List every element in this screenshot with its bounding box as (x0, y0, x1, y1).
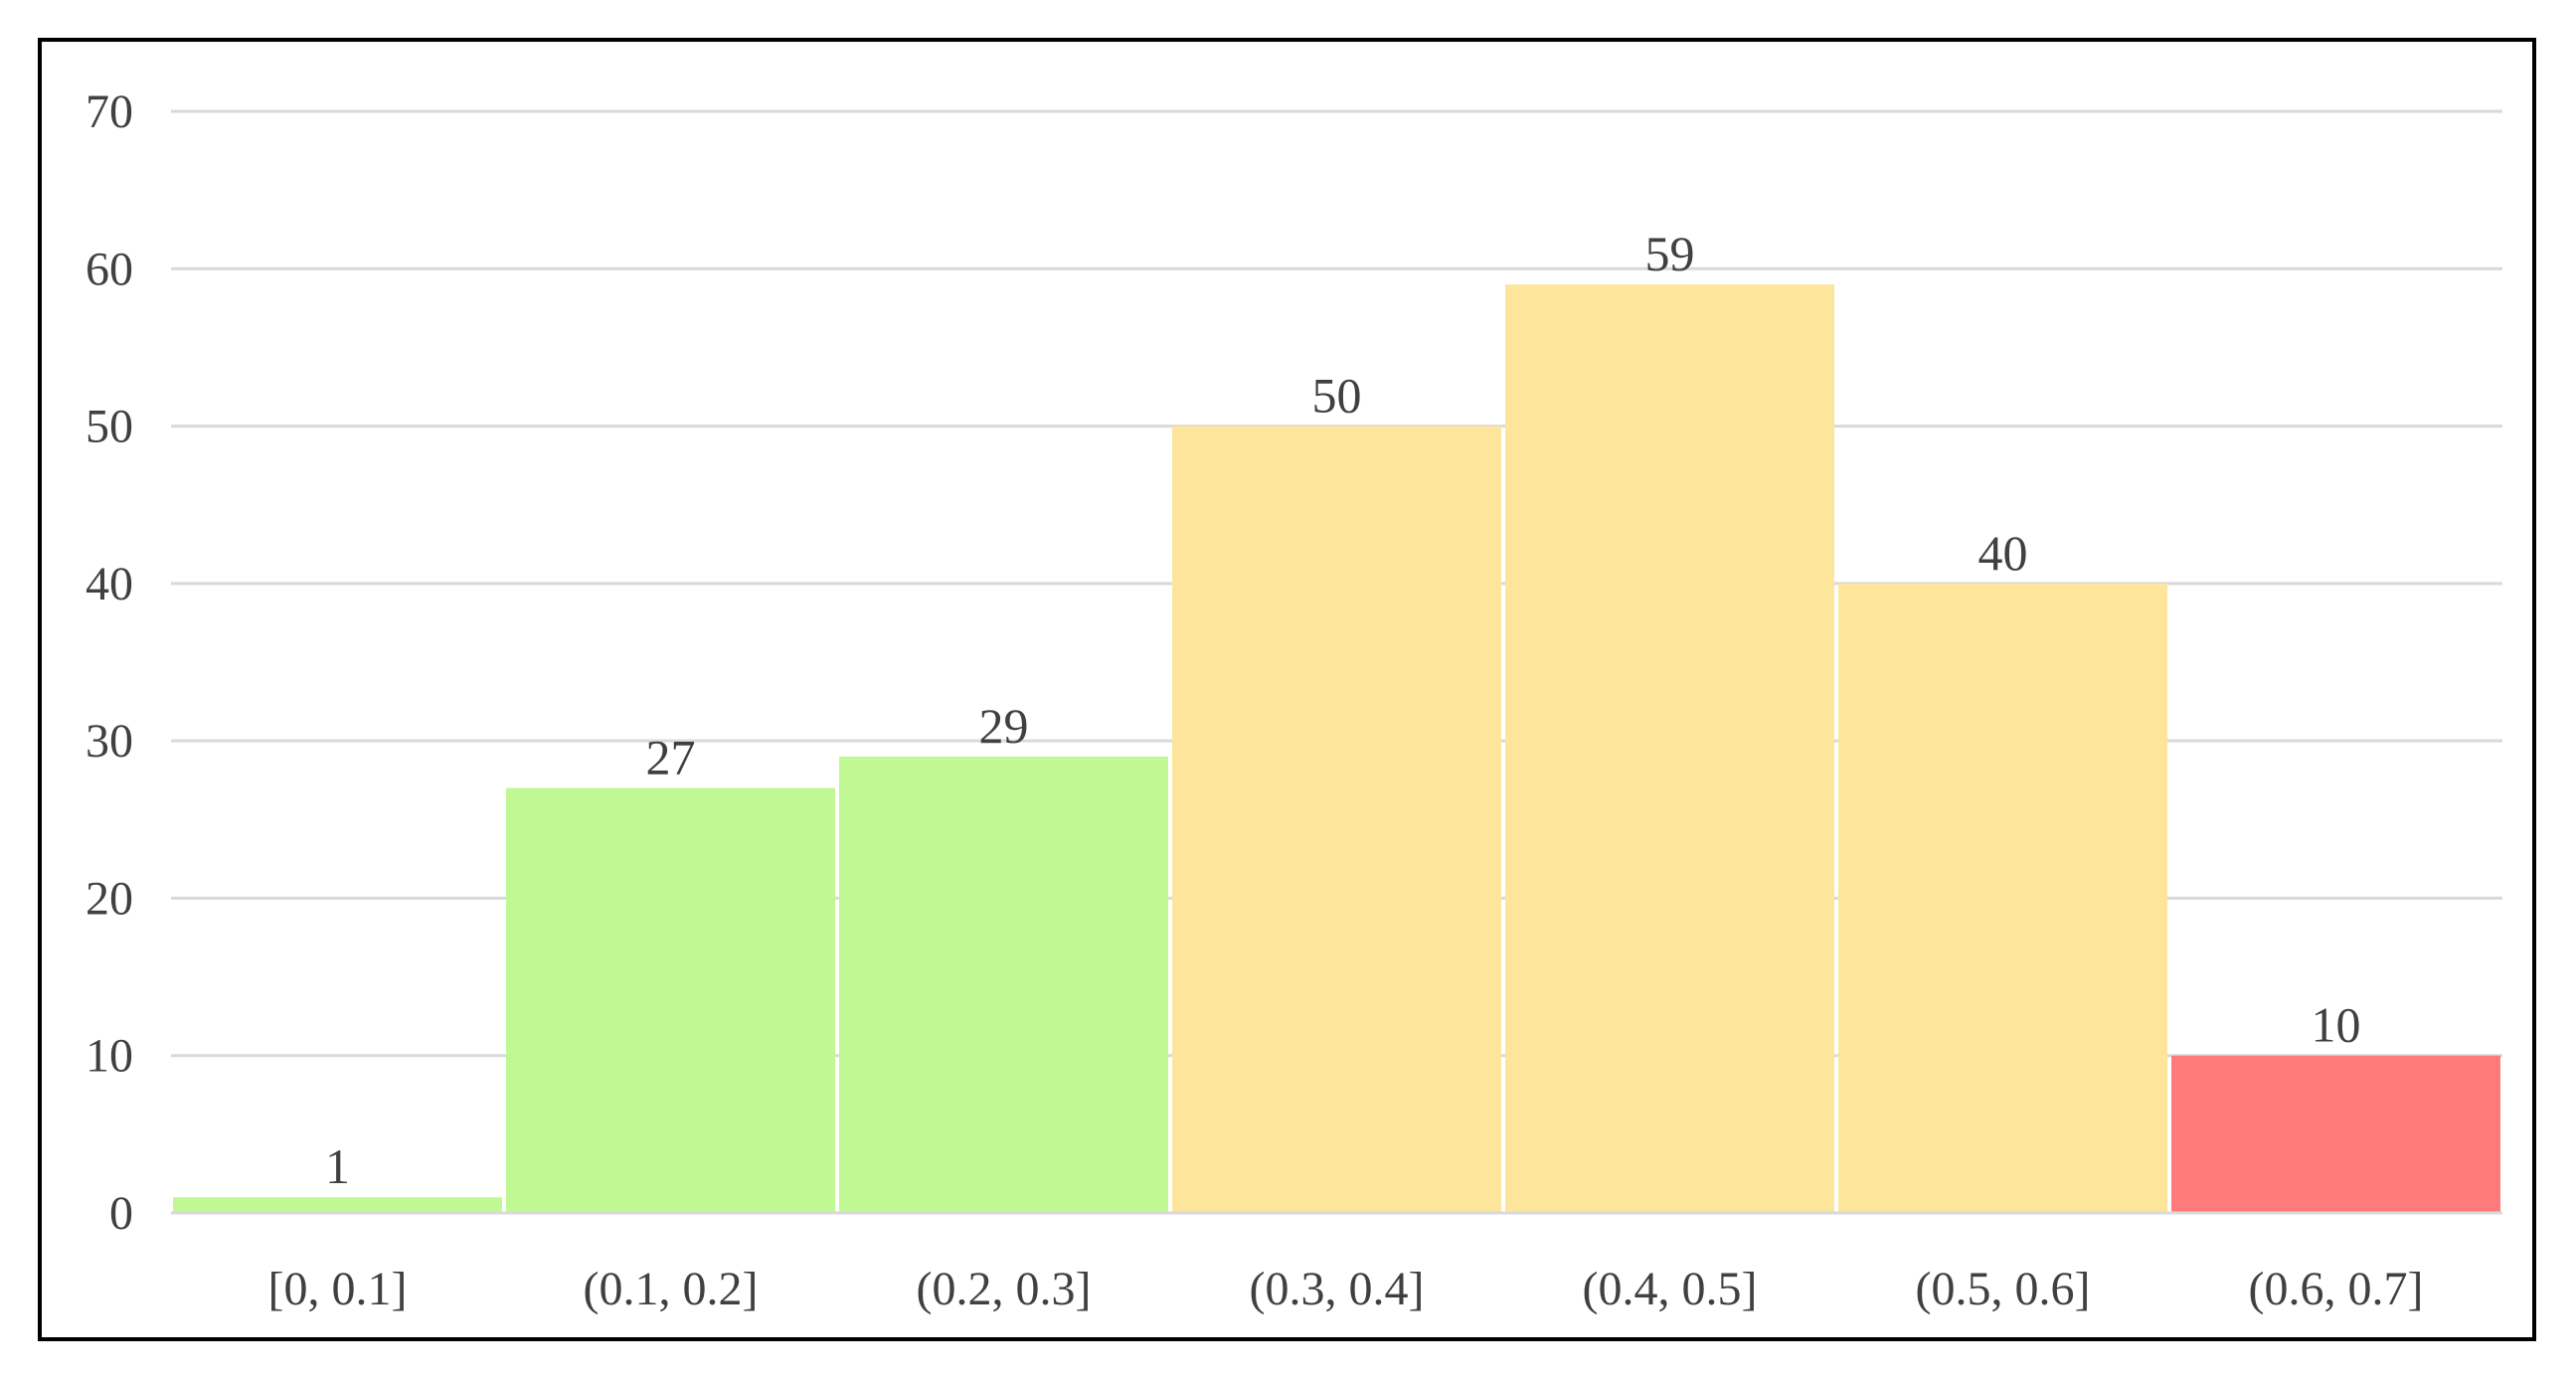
y-tick-label: 10 (86, 1030, 133, 1083)
data-label: 10 (2312, 997, 2361, 1053)
data-label: 29 (979, 698, 1029, 754)
x-tick-label: (0.3, 0.4] (1250, 1263, 1425, 1315)
chart-frame: 0 10 20 30 40 50 60 70 1 [0, 0.1] 27 (0.1, 0.2] 29 (0… (38, 38, 2536, 1341)
data-label: 40 (1978, 525, 2028, 581)
labels: 0 10 20 30 40 50 60 70 1 [0, 0.1] 27 (0.1, 0.2] 29 (0… (86, 86, 2423, 1315)
y-tick-label: 60 (86, 243, 133, 295)
bar (1505, 284, 1834, 1214)
bar (2171, 1055, 2500, 1213)
y-tick-label: 70 (86, 86, 133, 138)
bar (1172, 426, 1501, 1214)
data-label: 1 (325, 1138, 350, 1194)
x-tick-label: [0, 0.1] (268, 1263, 408, 1315)
x-tick-label: (0.2, 0.3] (917, 1263, 1092, 1315)
data-label: 50 (1312, 368, 1362, 424)
x-tick-label: (0.1, 0.2] (584, 1263, 759, 1315)
x-tick-label: (0.4, 0.5] (1583, 1263, 1758, 1315)
y-tick-label: 30 (86, 715, 133, 768)
bar (1838, 583, 2167, 1213)
bar (506, 787, 835, 1213)
y-tick-label: 50 (86, 401, 133, 453)
y-tick-label: 20 (86, 872, 133, 925)
x-tick-label: (0.6, 0.7] (2249, 1263, 2424, 1315)
data-label: 27 (646, 730, 696, 785)
bar (839, 756, 1168, 1213)
bar (173, 1197, 502, 1213)
bars (173, 284, 2500, 1214)
bar-chart: 0 10 20 30 40 50 60 70 1 [0, 0.1] 27 (0.1, 0.2] 29 (0… (86, 86, 2502, 1315)
x-tick-label: (0.5, 0.6] (1916, 1263, 2091, 1315)
y-tick-label: 0 (109, 1187, 133, 1240)
data-label: 59 (1645, 226, 1695, 281)
y-tick-label: 40 (86, 558, 133, 610)
